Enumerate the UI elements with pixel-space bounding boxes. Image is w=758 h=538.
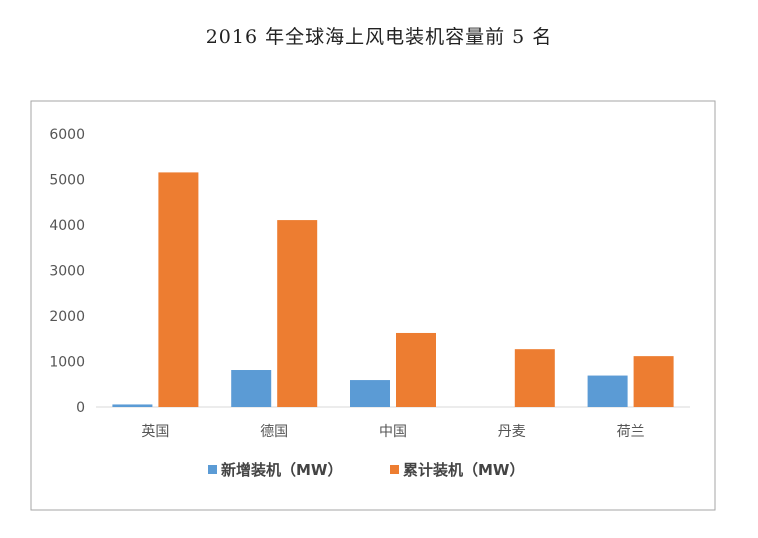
x-axis-labels: 英国 德国 中国 丹麦 荷兰 (141, 423, 644, 440)
y-tick-label: 3000 (49, 264, 85, 280)
bars (112, 172, 674, 407)
page-title: 2016 年全球海上风电装机容量前 5 名 (205, 26, 553, 48)
y-tick-label: 5000 (49, 173, 85, 189)
bar-series-1 (350, 380, 390, 407)
legend-label-1: 新增装机（MW） (221, 461, 342, 479)
bar-series-1 (231, 370, 272, 407)
y-axis-ticks: 0 1000 2000 3000 4000 5000 6000 (49, 127, 85, 416)
y-tick-label: 4000 (49, 218, 85, 234)
bar-series-2 (633, 356, 674, 407)
y-tick-label: 6000 (49, 127, 85, 143)
y-tick-label: 2000 (49, 309, 85, 325)
y-tick-label: 0 (76, 400, 85, 416)
bar-series-1 (587, 375, 628, 407)
x-tick-label: 丹麦 (498, 424, 526, 440)
x-tick-label: 中国 (379, 424, 407, 440)
x-tick-label: 荷兰 (617, 424, 645, 440)
bar-series-1 (112, 404, 153, 407)
bar-series-2 (277, 220, 318, 407)
legend-label-2: 累计装机（MW） (403, 461, 524, 479)
chart-frame (30, 100, 716, 511)
legend: 新增装机（MW） 累计装机（MW） (208, 461, 524, 479)
y-tick-label: 1000 (49, 355, 85, 371)
bar-series-2 (514, 349, 555, 407)
x-tick-label: 英国 (141, 423, 169, 440)
legend-swatch-1 (208, 465, 217, 474)
bar-series-2 (158, 172, 199, 407)
bar-series-2 (396, 332, 436, 407)
legend-swatch-2 (390, 465, 399, 474)
x-tick-label: 德国 (260, 424, 288, 440)
